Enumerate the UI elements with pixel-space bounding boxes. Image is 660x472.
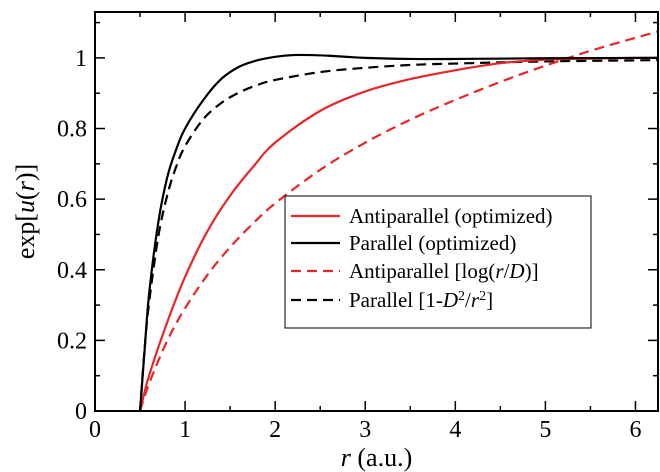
x-tick-label: 5 [539,417,551,443]
legend-entry: Parallel (optimized) [291,231,516,255]
plot-lines [138,30,658,411]
y-tick-label: 0.6 [57,187,87,213]
series-line [138,30,658,411]
legend-label: Parallel (optimized) [349,231,516,255]
legend-label: Antiparallel [log(r/D)] [349,259,539,283]
tick-labels: 0 1 2 3 4 5 6 0 0.2 0.4 0.6 0.8 1 [57,46,641,443]
legend-box [284,195,592,329]
y-tick-label: 0.2 [57,328,87,354]
y-tick-label: 0.4 [57,258,87,284]
x-tick-label: 6 [629,417,641,443]
y-tick-label: 1 [75,46,87,72]
plot-frame [94,11,659,412]
axis-ticks [94,12,658,412]
series-line [138,58,658,411]
x-tick-label: 3 [359,417,371,443]
legend-entry: Parallel [1-D2/r2] [291,288,493,312]
series-line [138,53,658,411]
x-tick-label: 4 [449,417,461,443]
legend-entry: Antiparallel [log(r/D)] [291,259,539,283]
legend: Antiparallel (optimized) Parallel (optim… [284,195,592,329]
x-axis-label: r (a.u.) [341,443,412,472]
y-tick-label: 0 [75,399,87,425]
x-tick-label: 1 [179,417,191,443]
y-tick-label: 0.8 [57,117,87,143]
legend-entry: Antiparallel (optimized) [291,204,553,228]
x-tick-label: 0 [89,417,101,443]
y-axis-label: exp[u(r)] [11,164,40,259]
legend-label: Antiparallel (optimized) [349,204,553,228]
legend-label: Parallel [1-D2/r2] [349,288,493,312]
x-tick-label: 2 [269,417,281,443]
